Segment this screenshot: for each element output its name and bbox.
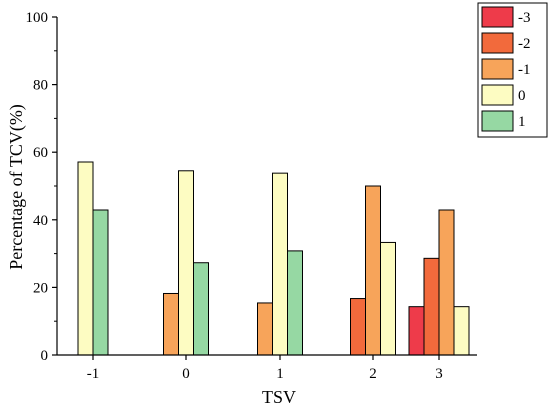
bar-0-series-0 <box>178 170 194 356</box>
bar-0-series--1 <box>163 292 179 356</box>
bar--1-series-0 <box>77 161 94 356</box>
bar--1-series-1 <box>92 209 109 356</box>
bar-0-series-1 <box>193 262 209 356</box>
x-tick-label: 3 <box>435 366 443 382</box>
x-ticks-group: -1 0 1 2 3 <box>87 355 443 382</box>
legend-label-1: 1 <box>518 114 526 130</box>
x-tick-label: -1 <box>87 366 100 382</box>
bar-3-series--2 <box>423 257 440 356</box>
y-tick-label: 100 <box>26 10 49 26</box>
legend-label-0: 0 <box>518 88 526 104</box>
bar-2-series--2 <box>350 298 366 356</box>
x-tick-label: 2 <box>369 366 377 382</box>
bar-1-series--1 <box>257 302 273 356</box>
y-tick-label: 80 <box>33 78 48 94</box>
bar-1-series-0 <box>272 172 288 356</box>
x-tick-label: 0 <box>182 366 190 382</box>
y-axis-label: Percentage of TCV(%) <box>6 104 27 270</box>
legend: -3 -2 -1 0 1 <box>477 2 548 138</box>
bar-1-series-1 <box>287 250 303 356</box>
legend-label--1: -1 <box>518 62 531 78</box>
legend-label--3: -3 <box>518 10 531 26</box>
bar-3-series--3 <box>408 306 425 356</box>
legend-swatch--2 <box>481 32 514 54</box>
x-tick-label: 1 <box>276 366 284 382</box>
legend-swatch-0 <box>481 84 514 106</box>
bar-3-series--1 <box>438 209 455 356</box>
x-axis-label: TSV <box>262 387 296 407</box>
legend-label--2: -2 <box>518 36 531 52</box>
legend-swatch--1 <box>481 58 514 80</box>
y-tick-label: 0 <box>41 348 49 364</box>
legend-swatch-1 <box>481 110 514 132</box>
y-tick-label: 40 <box>33 213 48 229</box>
y-tick-label: 60 <box>33 145 48 161</box>
y-ticks-group: 0 20 40 60 80 100 <box>26 10 57 364</box>
bar-2-series-0 <box>380 241 396 356</box>
bars-group <box>77 161 470 356</box>
bar-2-series--1 <box>365 185 381 356</box>
y-tick-label: 20 <box>33 280 48 296</box>
bar-3-series-0 <box>453 306 470 356</box>
legend-swatch--3 <box>481 6 514 28</box>
